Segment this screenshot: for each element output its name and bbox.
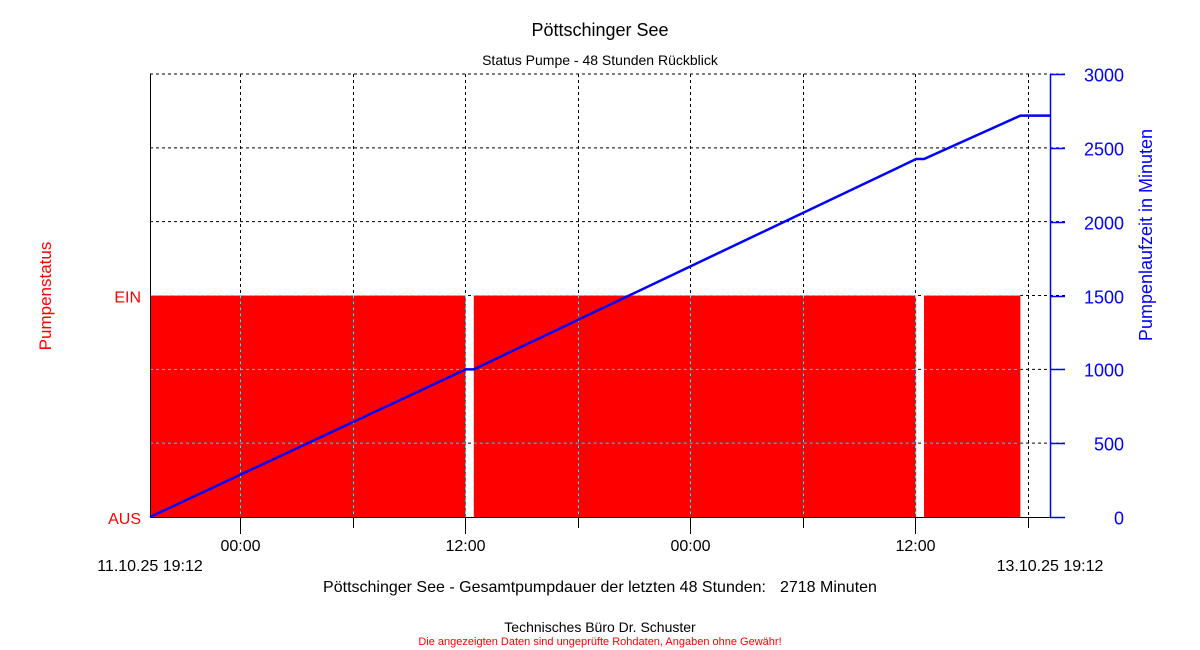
right-axis-label: Pumpenlaufzeit in Minuten xyxy=(1136,129,1156,341)
x-tick-label: 12:00 xyxy=(445,538,485,555)
x-tick-label: 00:00 xyxy=(670,538,710,555)
left-axis-tick-label: AUS xyxy=(108,511,141,528)
chart-title: Pöttschinger See xyxy=(531,20,668,40)
right-axis-tick-label: 1000 xyxy=(1084,361,1124,381)
left-axis-tick-label: EIN xyxy=(114,290,141,307)
footer-disclaimer: Die angezeigten Daten sind ungeprüfte Ro… xyxy=(418,636,781,648)
x-tick-label: 12:00 xyxy=(895,538,935,555)
x-start-label: 11.10.25 19:12 xyxy=(97,558,203,575)
right-axis-tick-label: 3000 xyxy=(1084,66,1124,86)
left-axis-label: Pumpenstatus xyxy=(36,242,55,351)
right-axis-tick-label: 0 xyxy=(1114,509,1124,529)
pump-on-bar xyxy=(150,295,466,517)
summary-text: Pöttschinger See - Gesamtpumpdauer der l… xyxy=(323,579,766,596)
right-axis-tick-label: 500 xyxy=(1094,435,1124,455)
pump-on-bar xyxy=(473,295,917,517)
right-axis-tick-label: 2500 xyxy=(1084,140,1124,160)
footer-company: Technisches Büro Dr. Schuster xyxy=(504,619,696,635)
summary: Pöttschinger See - Gesamtpumpdauer der l… xyxy=(323,579,877,596)
right-axis-tick-label: 1500 xyxy=(1084,288,1124,308)
runtime-line xyxy=(149,114,1050,519)
summary-value: 2718 Minuten xyxy=(780,579,877,596)
x-end-label: 13.10.25 19:12 xyxy=(997,558,1104,575)
right-axis-tick-label: 2000 xyxy=(1084,214,1124,234)
x-tick-label: 00:00 xyxy=(220,538,260,555)
pump-on-bar xyxy=(924,295,1021,517)
chart-subtitle: Status Pumpe - 48 Stunden Rückblick xyxy=(482,52,719,68)
